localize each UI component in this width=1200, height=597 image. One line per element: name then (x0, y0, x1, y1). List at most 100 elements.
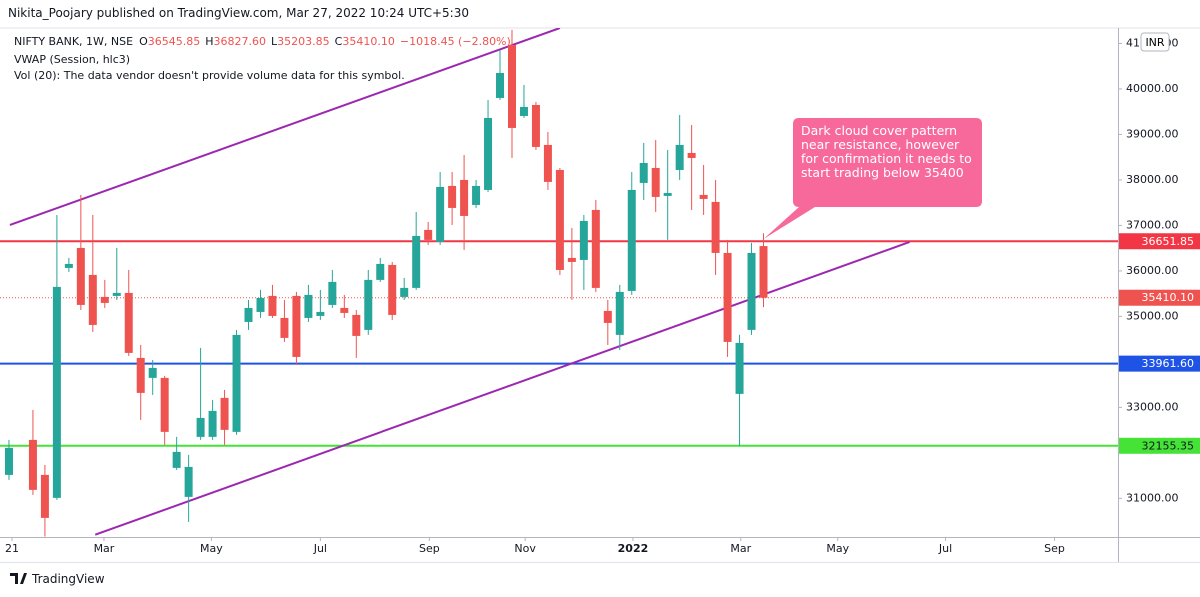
candle-body (639, 162, 648, 183)
candle-body (472, 185, 481, 205)
ohlc-label: H (205, 35, 214, 48)
candle-body (531, 104, 540, 147)
y-tick-label: 39000.00 (1126, 127, 1179, 140)
callout-box (763, 118, 982, 240)
candle-body (567, 257, 576, 262)
level-price-box (1119, 437, 1200, 454)
candle-body (711, 201, 720, 253)
x-tick-label: Mar (730, 542, 751, 555)
candle-body (196, 417, 205, 437)
candle-body (651, 167, 660, 197)
plot-area (0, 28, 1118, 537)
callout-text: Dark cloud cover pattern near resistance… (801, 124, 972, 180)
candle-body (184, 466, 193, 497)
candle-body (376, 263, 385, 280)
callout: Dark cloud cover pattern near resistance… (801, 124, 972, 180)
x-tick-label: 2022 (618, 542, 649, 555)
candle-body (220, 397, 229, 430)
change: −1018.45 (−2.80%) (399, 35, 511, 48)
y-tick-label: 33000.00 (1126, 400, 1179, 413)
candle-body (244, 307, 253, 322)
candle-body (148, 367, 157, 378)
candle-body (232, 334, 241, 432)
candle-body (64, 263, 73, 268)
candle-body (591, 209, 600, 288)
candle-body (448, 185, 457, 208)
candle-body (412, 235, 421, 288)
level-price-box (1119, 233, 1200, 250)
x-tick-label: Sep (419, 542, 440, 555)
candle-body (268, 295, 277, 316)
symbol: NIFTY BANK, 1W, NSE (14, 35, 134, 48)
candle-body (627, 189, 636, 291)
candle-body (328, 281, 337, 305)
ohlc-value: 35203.85 (277, 35, 330, 48)
indicator-legend: Vol (20): The data vendor doesn't provid… (14, 69, 405, 82)
candle-body (52, 286, 61, 498)
candle-body (100, 296, 109, 303)
candle-body (555, 169, 564, 270)
candle-body (352, 314, 361, 336)
legend: NIFTY BANK, 1W, NSE O36545.85 H36827.60 L35… (14, 35, 511, 48)
y-tick-label: 40000.00 (1126, 82, 1179, 95)
x-tick-label: Sep (1044, 542, 1065, 555)
candle-body (256, 297, 265, 312)
candle-body (699, 194, 708, 199)
ohlc-label: O (139, 35, 148, 48)
ohlc-label: L (271, 35, 278, 48)
candle-body (136, 357, 145, 393)
candle-body (436, 186, 445, 242)
candle-body (388, 264, 397, 315)
level-price-box (1119, 289, 1200, 306)
trend-line (94, 241, 910, 536)
ohlc-value: 36545.85 (147, 35, 201, 48)
publish-header: Nikita_Poojary published on TradingView.… (8, 6, 469, 20)
candle-body (40, 474, 49, 518)
y-tick-label: 37000.00 (1126, 218, 1179, 231)
candle-body (747, 252, 756, 330)
candle-body (340, 307, 349, 313)
candle-body (723, 252, 732, 342)
candle-body (76, 247, 85, 305)
candle-body (172, 451, 181, 468)
candle-body (280, 317, 289, 338)
candle-body (579, 220, 588, 260)
candle-body (484, 117, 493, 190)
candle-body (364, 279, 373, 330)
ohlc-label: C (334, 35, 343, 48)
x-tick-label: Mar (94, 542, 115, 555)
ohlc-value: 36827.60 (213, 35, 267, 48)
candle-body (316, 311, 325, 316)
indicator-legend: VWAP (Session, hlc3) (14, 53, 131, 66)
candle-body (424, 229, 433, 240)
candle-body (759, 246, 768, 298)
currency-label: INR (1145, 36, 1164, 49)
x-tick-label: Jul (938, 542, 952, 555)
axes: 31000.00 33000.00 35000.00 36000.00 37000.00… (5, 36, 1200, 555)
footer-brand: TradingView (32, 572, 105, 586)
currency-box (1140, 32, 1170, 52)
candle-body (615, 291, 624, 335)
x-tick-label: 21 (5, 542, 19, 555)
level-price-label: 36651.85 (1142, 235, 1195, 248)
candle-body (496, 72, 505, 98)
x-tick-label: Nov (514, 542, 536, 555)
candle-body (88, 274, 97, 325)
level-price-label: 35410.10 (1142, 291, 1195, 304)
candle-body (519, 106, 528, 116)
logo-mark (10, 573, 27, 584)
y-tick-label: 36000.00 (1126, 264, 1179, 277)
level-price-label: 32155.35 (1142, 439, 1195, 452)
candle-body (507, 44, 516, 128)
candle-body (663, 192, 672, 196)
candle-body (687, 152, 696, 158)
tradingview-logo (10, 573, 27, 584)
x-tick-label: Jul (313, 542, 327, 555)
candle-body (603, 310, 612, 323)
candle-body (124, 292, 133, 353)
level-price-box (1119, 355, 1200, 372)
y-tick-label: 31000.00 (1126, 491, 1179, 504)
candle-body (208, 410, 217, 437)
